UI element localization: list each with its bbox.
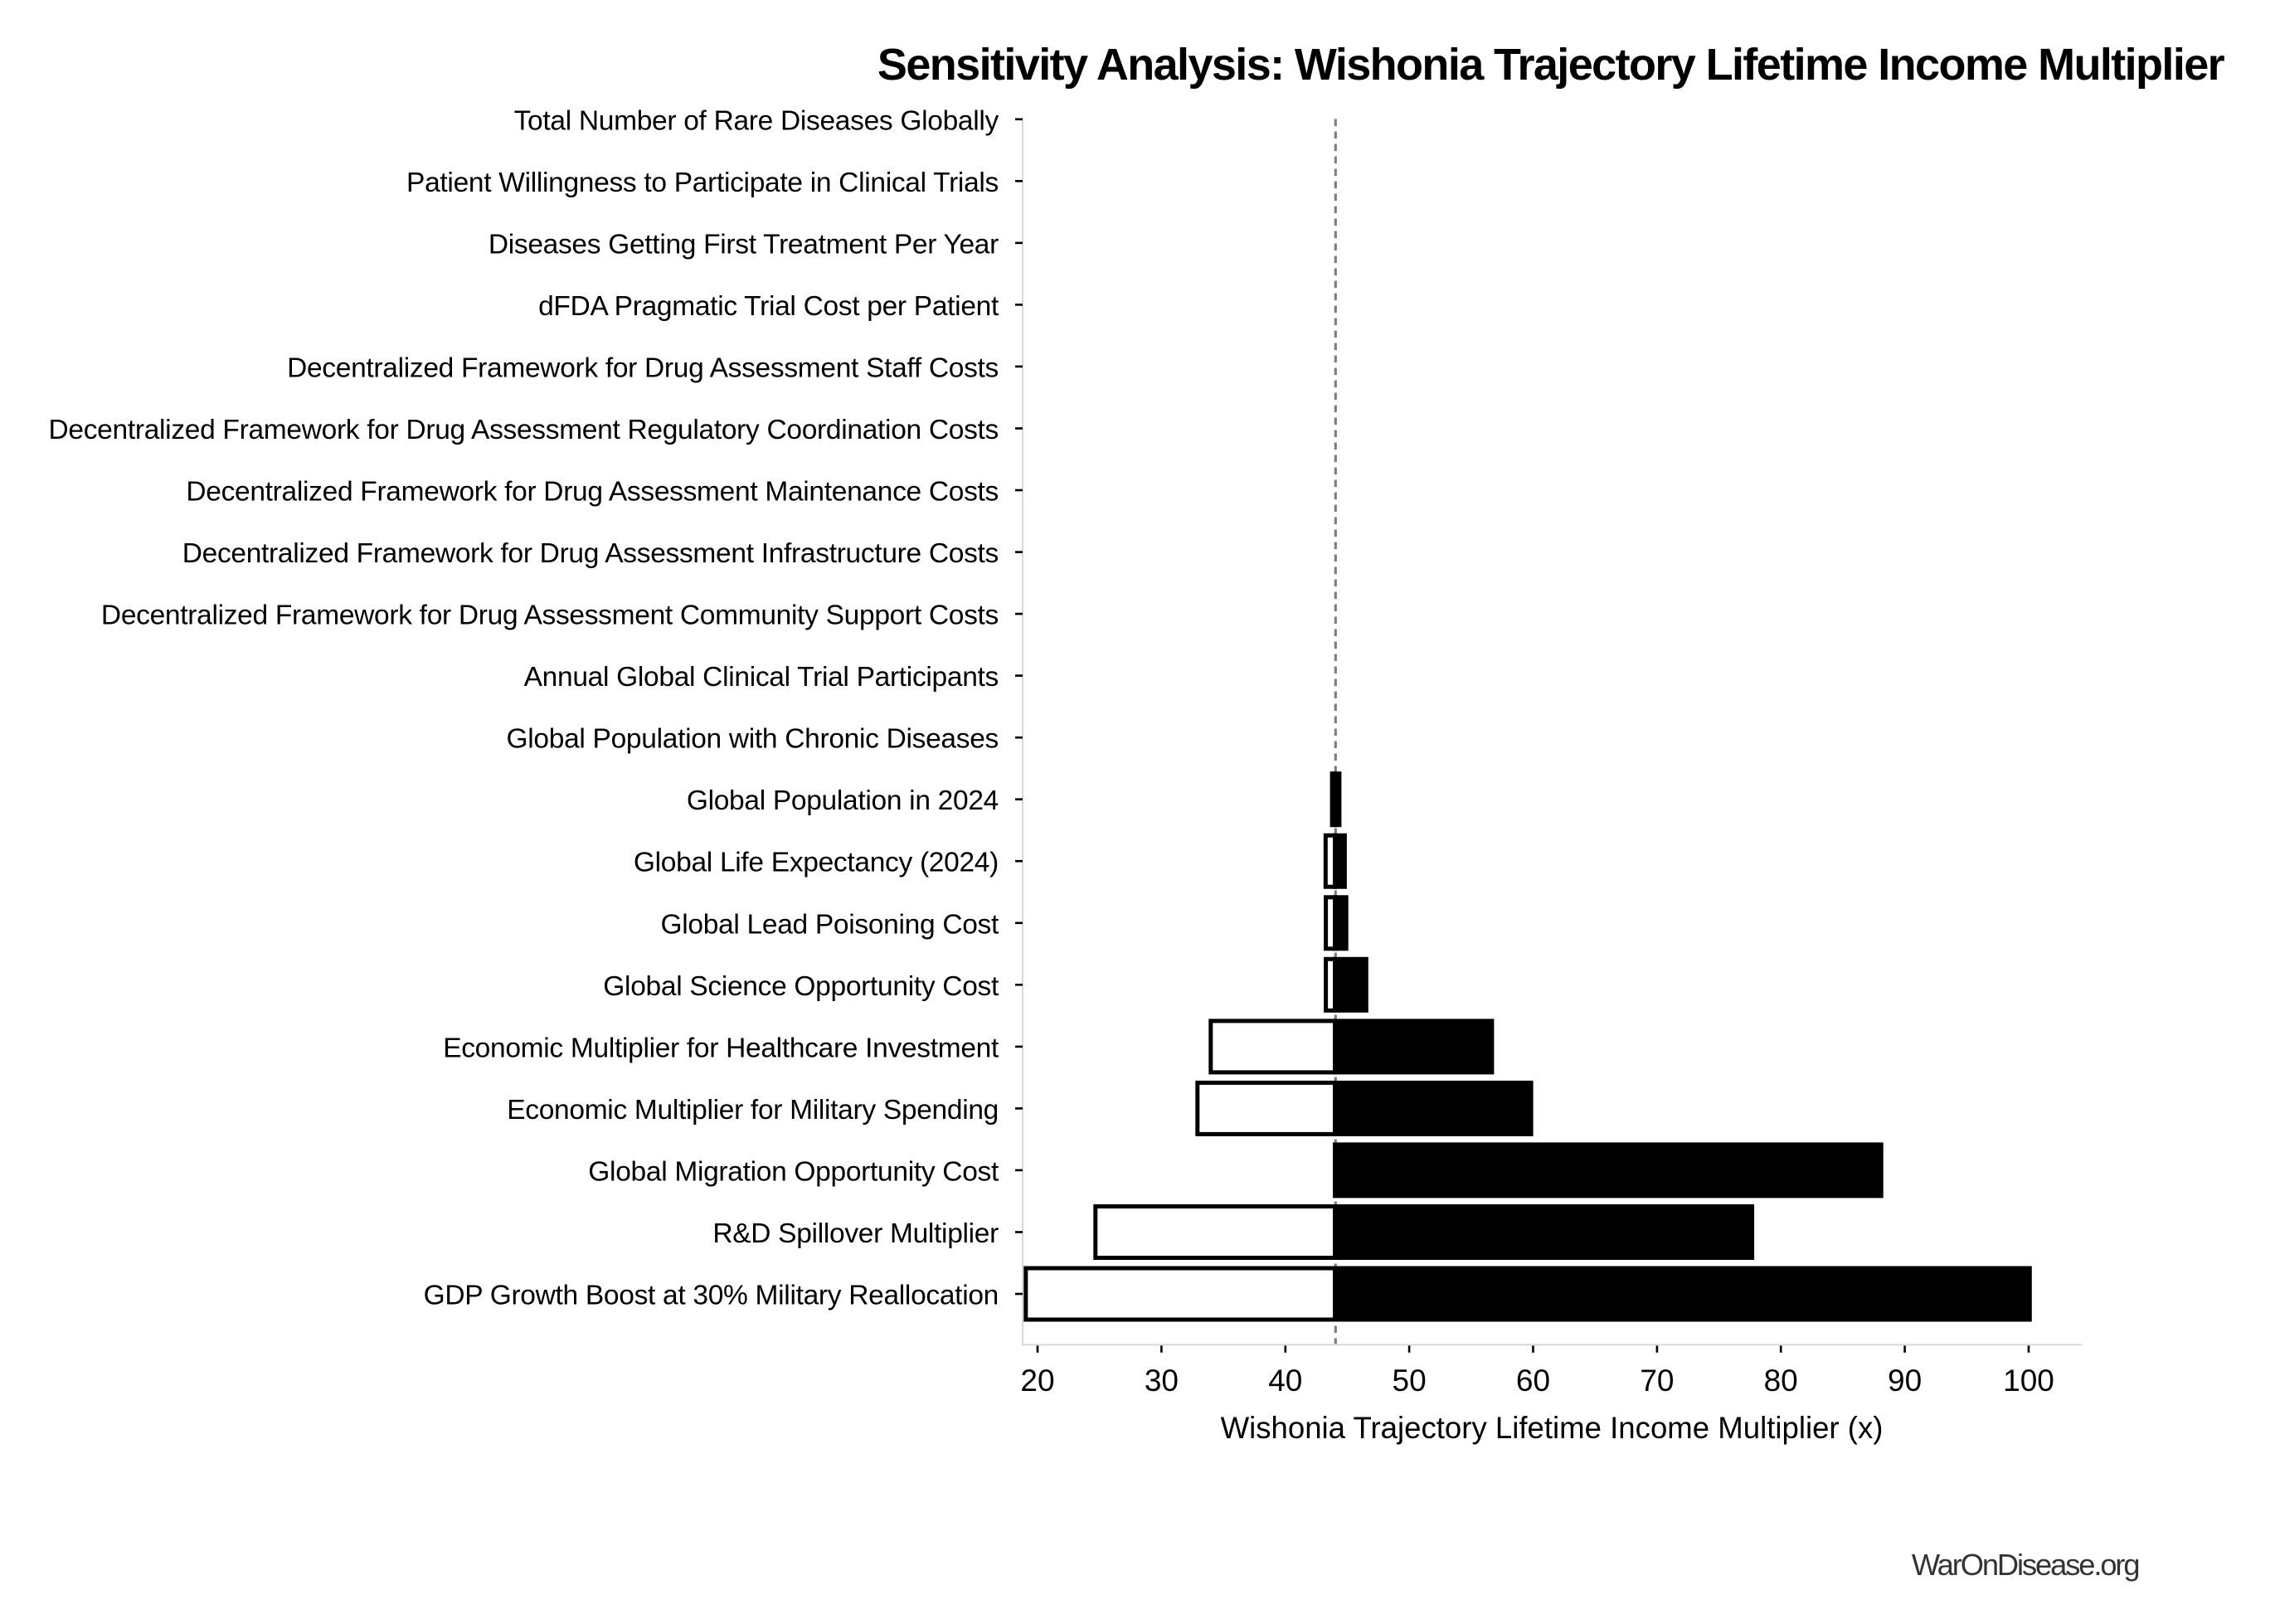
svg-text:Diseases Getting First Treatme: Diseases Getting First Treatment Per Yea… [489, 229, 999, 260]
svg-text:Global Science Opportunity Cos: Global Science Opportunity Cost [603, 971, 999, 1002]
svg-text:Global Population with Chronic: Global Population with Chronic Diseases [507, 724, 999, 755]
svg-text:WarOnDisease.org: WarOnDisease.org [1912, 1548, 2139, 1582]
svg-text:Sensitivity Analysis: Wishonia: Sensitivity Analysis: Wishonia Trajector… [877, 40, 2225, 90]
svg-text:Global Population in 2024: Global Population in 2024 [687, 785, 999, 816]
svg-text:Total Number of Rare Diseases: Total Number of Rare Diseases Globally [514, 105, 999, 136]
svg-text:Global Lead Poisoning Cost: Global Lead Poisoning Cost [661, 909, 999, 940]
svg-text:Decentralized Framework for Dr: Decentralized Framework for Drug Assessm… [287, 353, 999, 383]
svg-text:100: 100 [2003, 1364, 2054, 1398]
svg-text:dFDA Pragmatic Trial Cost per: dFDA Pragmatic Trial Cost per Patient [538, 291, 999, 322]
svg-text:Decentralized Framework for Dr: Decentralized Framework for Drug Assessm… [49, 415, 999, 445]
svg-text:80: 80 [1764, 1364, 1798, 1398]
svg-text:50: 50 [1393, 1364, 1427, 1398]
svg-text:R&D Spillover Multiplier: R&D Spillover Multiplier [712, 1218, 999, 1249]
svg-text:Wishonia Trajectory Lifetime I: Wishonia Trajectory Lifetime Income Mult… [1221, 1411, 1884, 1445]
svg-text:60: 60 [1516, 1364, 1550, 1398]
svg-text:Patient Willingness to Partici: Patient Willingness to Participate in Cl… [406, 168, 999, 198]
svg-text:Global Life Expectancy (2024): Global Life Expectancy (2024) [634, 848, 999, 878]
svg-text:Economic Multiplier for Health: Economic Multiplier for Healthcare Inves… [443, 1033, 999, 1063]
svg-text:Annual Global Clinical Trial P: Annual Global Clinical Trial Participant… [524, 662, 999, 693]
svg-text:Economic Multiplier for Milita: Economic Multiplier for Military Spendin… [507, 1095, 999, 1126]
svg-text:Decentralized Framework for Dr: Decentralized Framework for Drug Assessm… [182, 538, 999, 569]
svg-text:30: 30 [1145, 1364, 1179, 1398]
svg-text:90: 90 [1888, 1364, 1922, 1398]
svg-text:GDP Growth Boost at 30% Milita: GDP Growth Boost at 30% Military Realloc… [424, 1281, 999, 1311]
svg-text:Global Migration Opportunity C: Global Migration Opportunity Cost [588, 1156, 999, 1187]
svg-text:Decentralized Framework for Dr: Decentralized Framework for Drug Assessm… [186, 477, 999, 508]
svg-text:20: 20 [1020, 1364, 1054, 1398]
svg-text:70: 70 [1640, 1364, 1674, 1398]
svg-text:Decentralized Framework for Dr: Decentralized Framework for Drug Assessm… [101, 600, 999, 631]
svg-text:40: 40 [1268, 1364, 1302, 1398]
